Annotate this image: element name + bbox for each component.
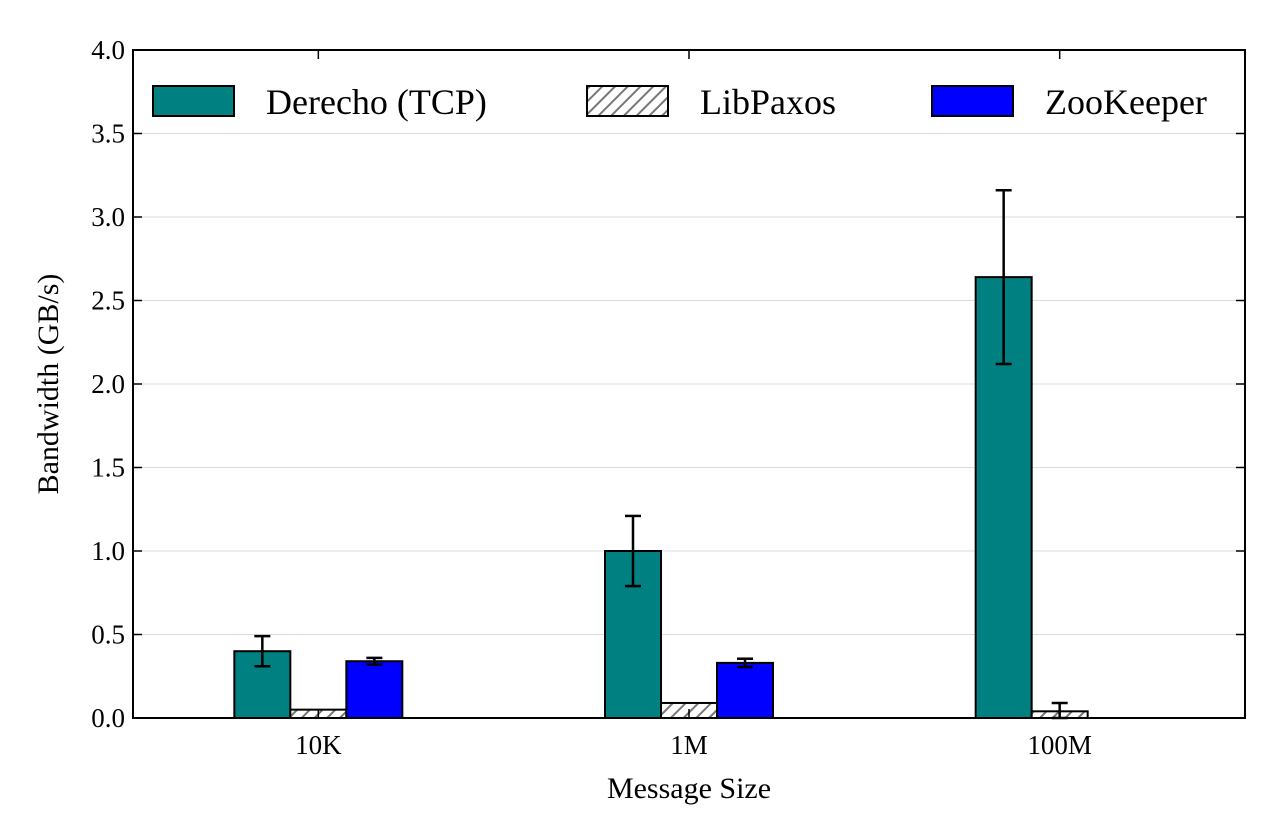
gridlines [133,133,1245,635]
bar-zookeeper-10k [345,660,404,719]
bar-zookeeper-1m [716,661,774,720]
y-tick-label: 0.5 [91,620,125,650]
legend-label: LibPaxos [700,82,836,122]
x-axis-label: Message Size [607,772,771,805]
y-tick-label: 2.5 [91,286,125,316]
bar-derecho-tcp-1m [604,550,662,719]
x-tick-label: 100M [1027,730,1092,760]
axis-ticks: 0.0 0.5 1.0 1.5 2.0 2.5 3.0 3.5 4.0 10K 1M 100M [91,35,1245,760]
y-tick-label: 4.0 [91,35,125,65]
legend-label: Derecho (TCP) [266,82,487,122]
x-tick-label: 10K [295,730,342,760]
y-tick-label: 3.0 [91,202,125,232]
bars [233,276,1089,720]
legend-swatch [931,85,1014,117]
error-bars [254,189,1068,720]
y-tick-label: 1.5 [91,453,125,483]
y-tick-label: 1.0 [91,536,125,566]
y-axis-label: Bandwidth (GB/s) [32,274,65,495]
legend: Derecho (TCP) LibPaxos ZooKeeper [152,82,1207,122]
y-tick-label: 0.0 [91,703,125,733]
legend-label: ZooKeeper [1045,82,1207,122]
y-tick-label: 3.5 [91,119,125,149]
legend-swatch [586,85,669,117]
legend-swatch [152,85,235,117]
y-tick-label: 2.0 [91,369,125,399]
x-tick-label: 1M [670,730,708,760]
